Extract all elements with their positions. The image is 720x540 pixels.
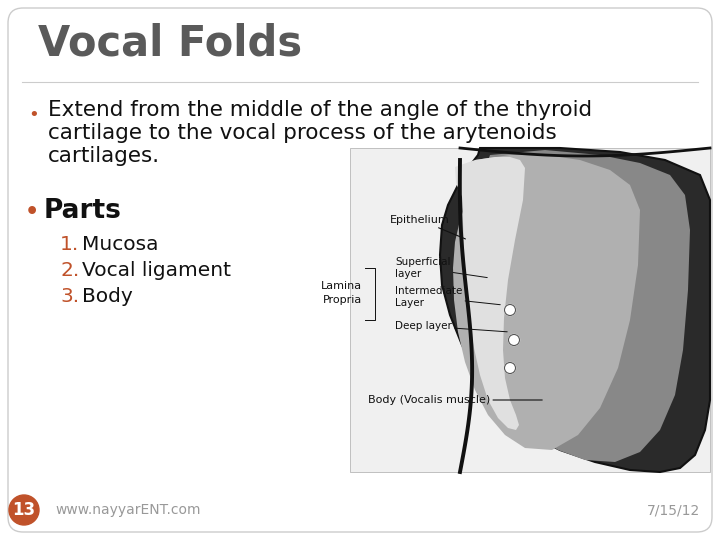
Text: Vocal ligament: Vocal ligament <box>82 261 231 280</box>
Text: •: • <box>28 106 39 124</box>
Text: 1.: 1. <box>60 235 79 254</box>
Text: Lamina
Propria: Lamina Propria <box>321 281 362 305</box>
Text: Deep layer: Deep layer <box>395 321 507 332</box>
Circle shape <box>508 334 520 346</box>
Text: 3.: 3. <box>60 287 79 306</box>
Text: Extend from the middle of the angle of the thyroid: Extend from the middle of the angle of t… <box>48 100 592 120</box>
Text: www.nayyarENT.com: www.nayyarENT.com <box>55 503 200 517</box>
Polygon shape <box>440 148 710 472</box>
Text: cartilages.: cartilages. <box>48 146 160 166</box>
Text: Body: Body <box>82 287 132 306</box>
Text: 7/15/12: 7/15/12 <box>647 503 700 517</box>
Polygon shape <box>453 155 640 450</box>
Text: Epithelium: Epithelium <box>390 215 465 239</box>
FancyBboxPatch shape <box>350 148 710 472</box>
Circle shape <box>505 305 516 315</box>
Circle shape <box>505 362 516 374</box>
Text: Superficial
layer: Superficial layer <box>395 257 487 279</box>
Polygon shape <box>460 150 690 462</box>
Polygon shape <box>455 157 525 430</box>
Text: Intermediate
Layer: Intermediate Layer <box>395 286 500 308</box>
Text: 2.: 2. <box>60 261 79 280</box>
Text: Body (Vocalis muscle): Body (Vocalis muscle) <box>368 395 542 405</box>
Text: Mucosa: Mucosa <box>82 235 158 254</box>
Circle shape <box>9 495 39 525</box>
FancyBboxPatch shape <box>8 8 712 532</box>
Text: cartilage to the vocal process of the arytenoids: cartilage to the vocal process of the ar… <box>48 123 557 143</box>
Text: •: • <box>25 202 40 222</box>
Text: Vocal Folds: Vocal Folds <box>38 22 302 64</box>
Text: 13: 13 <box>12 501 35 519</box>
Text: Parts: Parts <box>44 198 122 224</box>
